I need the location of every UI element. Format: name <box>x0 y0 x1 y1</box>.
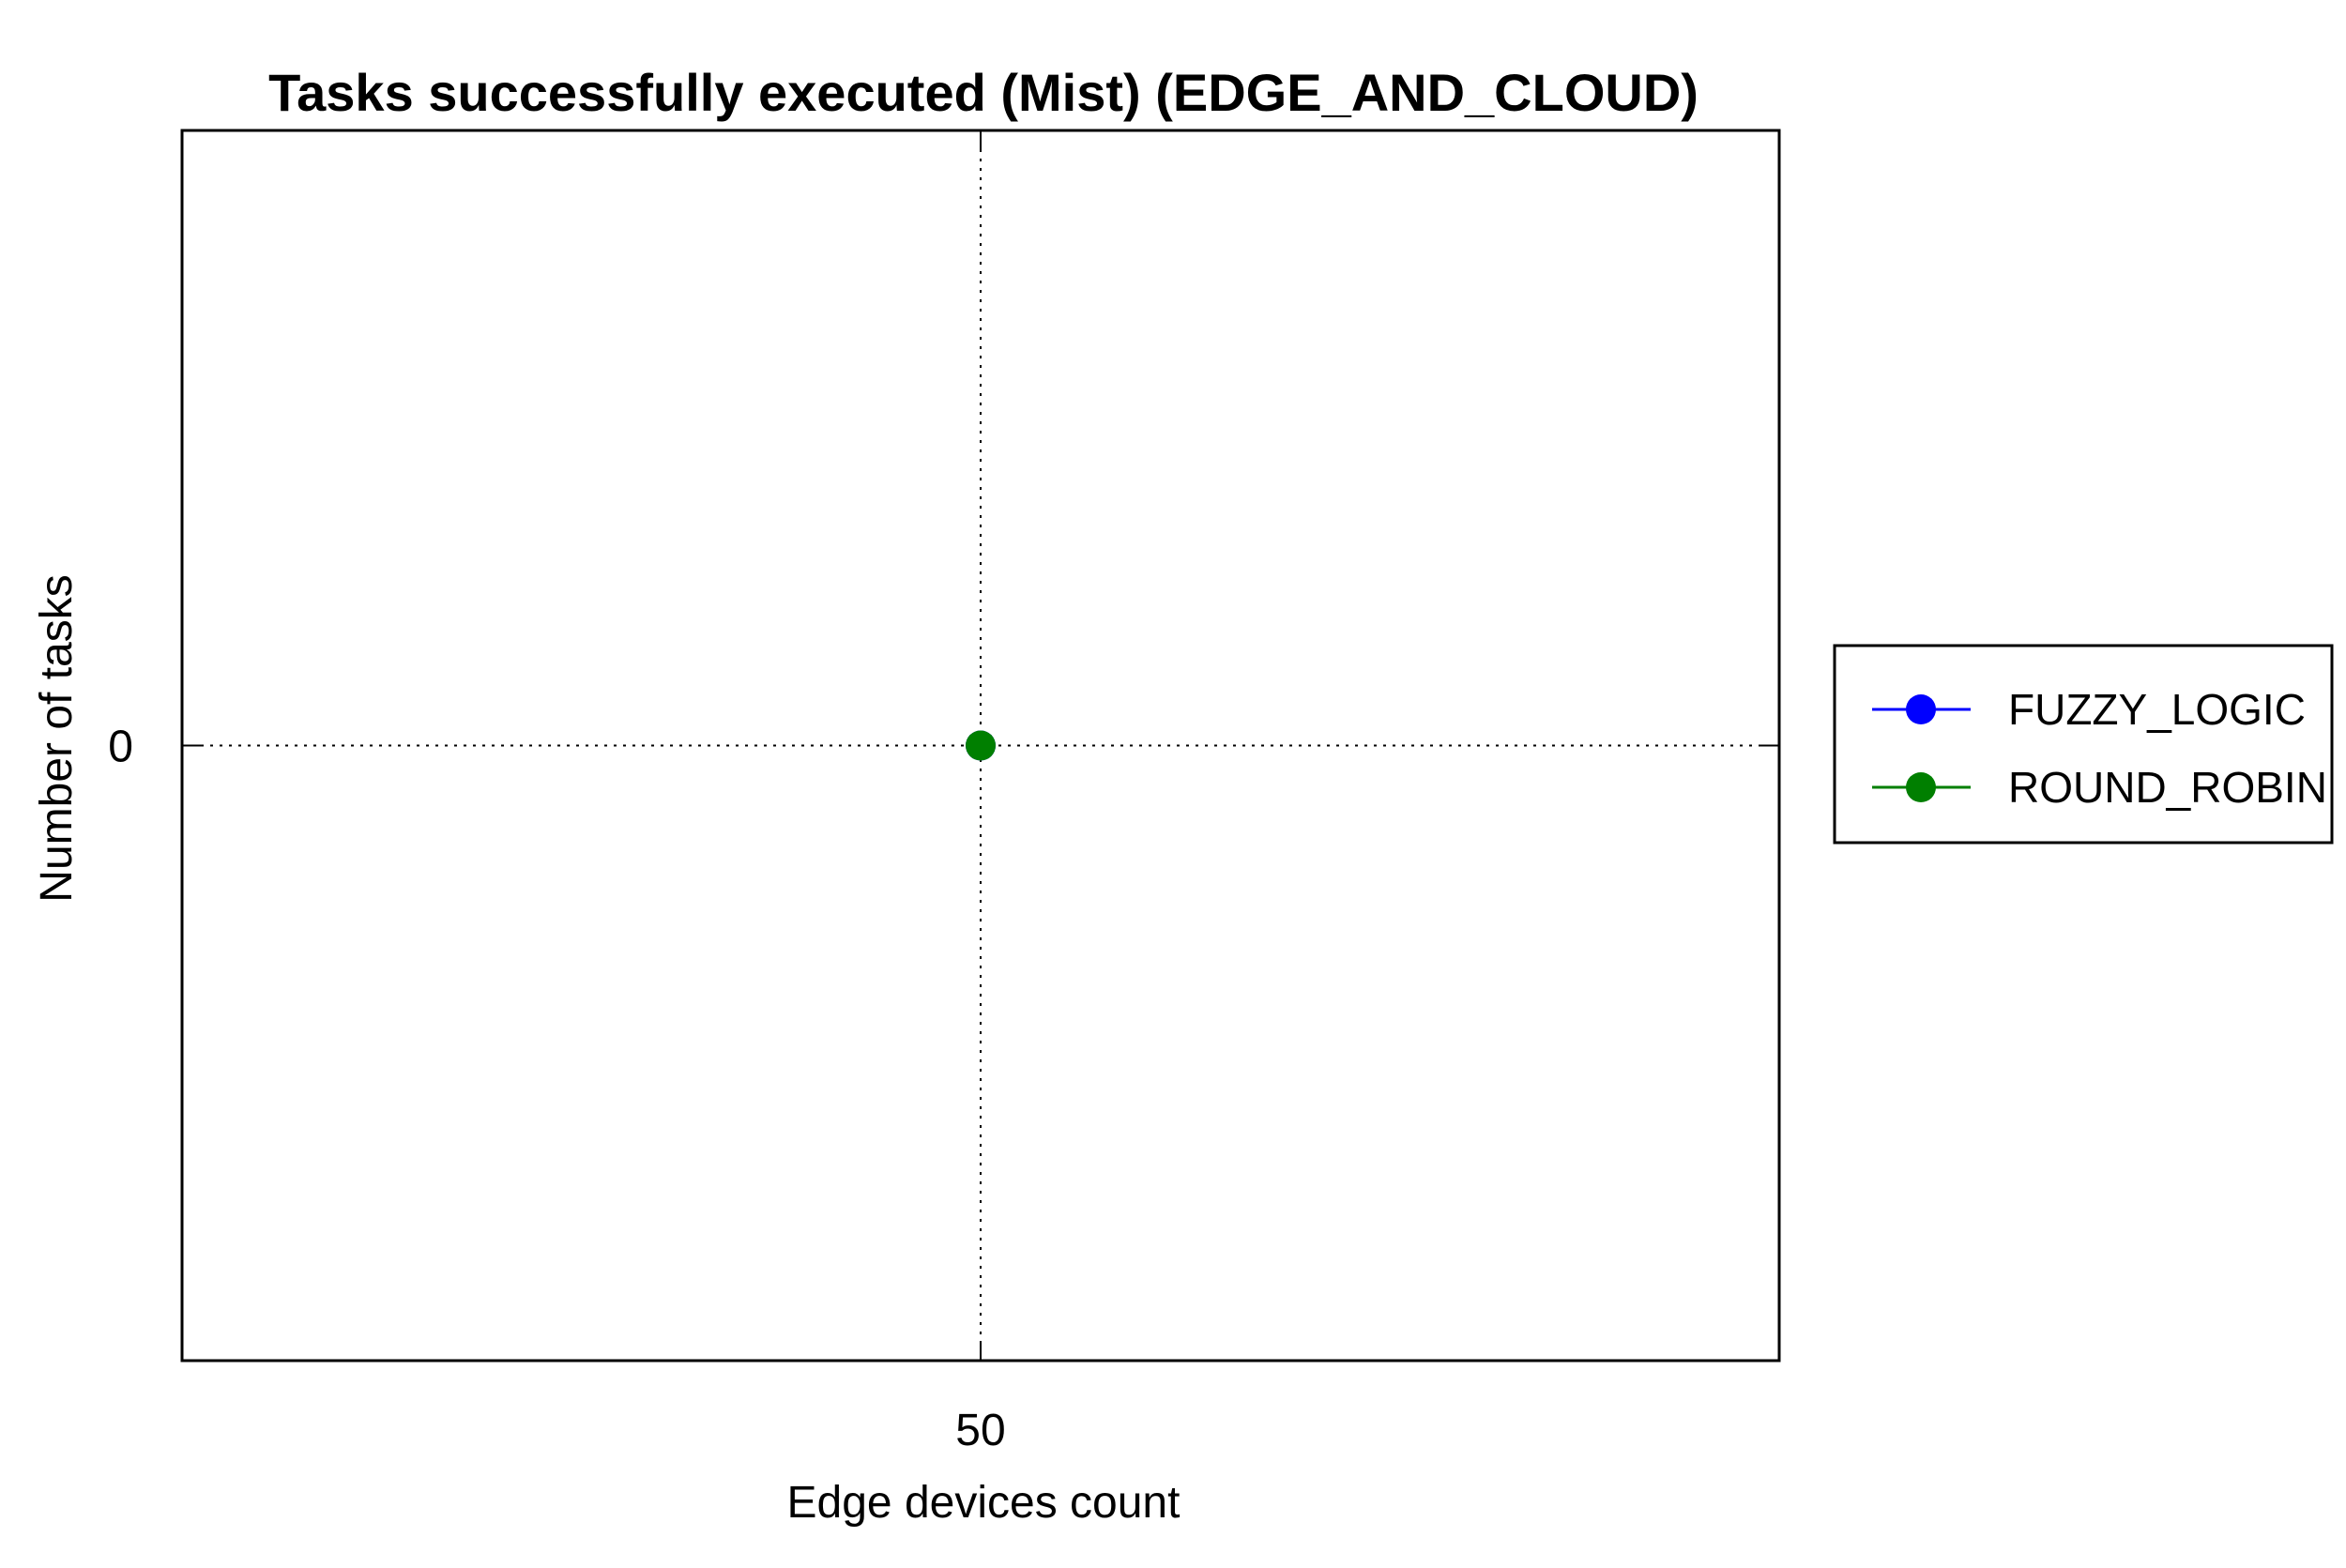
x-axis-label: Edge devices count <box>787 1478 1181 1528</box>
series-layer <box>966 730 996 761</box>
legend-marker-round-robin <box>1906 772 1936 802</box>
y-tick-label: 0 <box>108 723 133 772</box>
tick-layer: 50 0 <box>108 130 1779 1455</box>
x-tick-label: 50 <box>955 1406 1005 1455</box>
y-axis-label: Number of tasks <box>32 574 82 902</box>
legend-label-round-robin: ROUND_ROBIN <box>2008 763 2327 812</box>
legend-label-fuzzy-logic: FUZZY_LOGIC <box>2008 685 2306 734</box>
data-point-round-robin <box>966 730 996 761</box>
chart-title: Tasks successfully executed (Mist) (EDGE… <box>268 63 1699 122</box>
legend-box <box>1833 644 2334 845</box>
legend-marker-fuzzy-logic <box>1906 694 1936 724</box>
legend: FUZZY_LOGIC ROUND_ROBIN <box>1833 644 2334 845</box>
